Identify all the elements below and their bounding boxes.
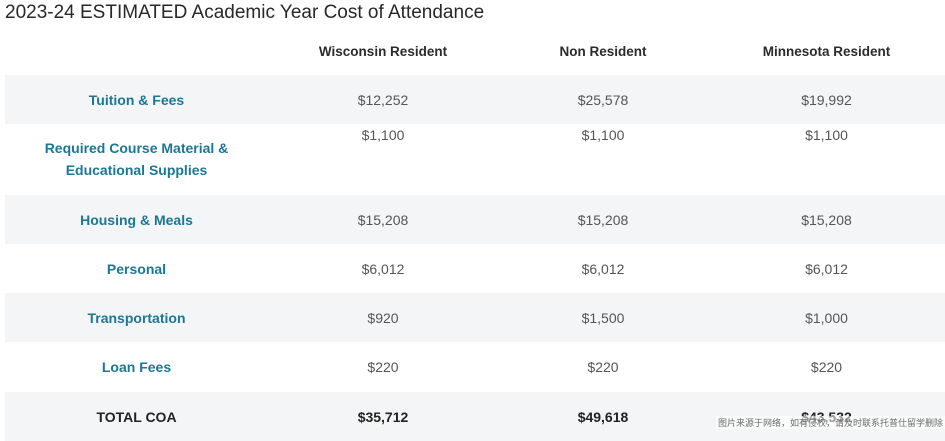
cell-wisconsin: $12,252 [357,91,409,108]
table-header: Wisconsin Resident Non Resident Minnesot… [5,26,945,75]
row-label: TOTAL COA [96,408,177,425]
column-header-wisconsin: Wisconsin Resident [318,44,448,59]
cell-minnesota: $19,992 [801,91,852,108]
cell-minnesota: $1,000 [805,309,848,326]
cell-non-resident: $15,208 [577,211,629,228]
cell-wisconsin: $920 [367,309,399,326]
row-label: Transportation [87,309,186,326]
table-row: Required Course Material & Educational S… [5,124,945,195]
cell-minnesota: $220 [810,359,843,375]
cell-non-resident: $1,500 [581,309,625,326]
cell-non-resident: $49,618 [577,408,629,425]
column-header-non-resident: Non Resident [559,44,647,59]
table-row: Transportation $920 $1,500 $1,000 [5,293,945,342]
cell-minnesota: $1,100 [805,127,848,143]
cell-minnesota: $15,208 [801,211,852,228]
row-label: Required Course Material & Educational S… [44,140,229,178]
table-row: Loan Fees $220 $220 $220 [5,342,945,392]
cell-wisconsin: $1,100 [361,127,405,143]
column-header-empty [5,50,268,52]
cell-wisconsin: $6,012 [361,260,405,277]
cell-non-resident: $6,012 [581,260,625,277]
cost-table: Wisconsin Resident Non Resident Minnesot… [5,26,945,441]
table-row: Housing & Meals $15,208 $15,208 $15,208 [5,195,945,244]
row-label: Personal [106,260,167,277]
cell-wisconsin: $220 [367,359,399,375]
cell-wisconsin: $15,208 [357,211,409,228]
watermark-text: 图片来源于网络，如有侵权，请及时联系托普仕留学删除 [715,416,945,429]
row-label: Housing & Meals [80,211,193,228]
cell-non-resident: $25,578 [577,91,629,108]
row-label: Tuition & Fees [88,91,185,108]
cell-wisconsin: $35,712 [357,408,409,425]
table-row: Personal $6,012 $6,012 $6,012 [5,244,945,293]
column-header-minnesota: Minnesota Resident [762,44,891,59]
cell-non-resident: $220 [587,359,619,375]
row-label: Loan Fees [101,359,172,375]
table-row: Tuition & Fees $12,252 $25,578 $19,992 [5,75,945,124]
cell-non-resident: $1,100 [581,127,625,143]
page-title: 2023-24 ESTIMATED Academic Year Cost of … [5,2,485,23]
cell-minnesota: $6,012 [805,260,848,277]
